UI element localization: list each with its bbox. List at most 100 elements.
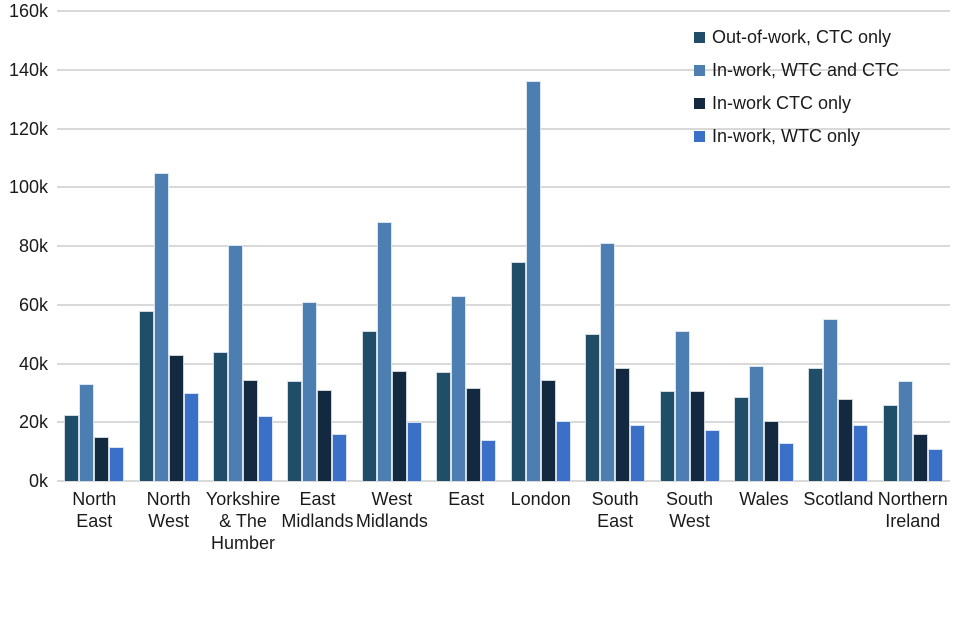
y-tick-label: 100k — [8, 177, 48, 198]
bar — [853, 425, 869, 481]
legend-label: In-work, WTC and CTC — [712, 60, 900, 80]
bar-group-wales — [727, 11, 801, 481]
legend: Out-of-work, CTC only In-work, WTC and CT… — [694, 27, 899, 159]
legend-swatch-icon — [694, 64, 705, 76]
bar-group-northern-ireland — [876, 11, 950, 481]
bar — [823, 319, 839, 481]
legend-label: In-work, WTC only — [712, 126, 861, 146]
y-tick-label: 120k — [8, 118, 48, 139]
x-tick-label: North West — [146, 489, 191, 531]
y-tick-label: 160k — [8, 1, 48, 21]
gridline-140k — [57, 68, 950, 71]
bar — [332, 434, 348, 481]
bar-group-north-east — [57, 11, 131, 481]
bar — [64, 415, 80, 481]
bar — [406, 422, 422, 481]
bar — [615, 368, 631, 481]
bar — [258, 416, 274, 481]
legend-entry: In-work, WTC only — [694, 126, 899, 146]
gridline-120k — [57, 127, 950, 130]
gridline-0k — [57, 480, 950, 482]
bar — [376, 222, 392, 481]
bar — [317, 390, 333, 481]
bar-group-east-midlands — [280, 11, 354, 481]
y-tick-label: 40k — [18, 353, 48, 374]
bar — [912, 434, 928, 481]
gridline-100k — [57, 186, 950, 189]
x-tick-label: Scotland — [803, 489, 874, 509]
bar — [109, 447, 125, 481]
legend-entry: Out-of-work, CTC only — [694, 27, 899, 47]
bar — [94, 437, 110, 481]
x-tick-label: Yorkshire & The Humber — [205, 489, 281, 553]
bar-group-yorkshire-the-humber — [206, 11, 280, 481]
gridline-160k — [57, 10, 950, 12]
bar — [153, 173, 169, 481]
bar — [213, 352, 229, 481]
x-tick-label: Northern Ireland — [877, 489, 948, 531]
gridline-60k — [57, 303, 950, 306]
bar — [451, 296, 467, 481]
x-tick-label: Wales — [739, 489, 789, 509]
bar — [79, 384, 95, 481]
legend-entry: In-work CTC only — [694, 93, 899, 113]
plot-area — [57, 10, 950, 482]
bar-group-scotland — [801, 11, 875, 481]
bar — [243, 380, 259, 481]
y-tick-label: 0k — [28, 471, 48, 491]
bar-group-north-west — [131, 11, 205, 481]
x-tick-label: West Midlands — [355, 489, 428, 531]
gridline-80k — [57, 245, 950, 247]
legend-label: In-work CTC only — [712, 93, 852, 113]
bar-group-south-east — [578, 11, 652, 481]
bar — [466, 388, 482, 481]
x-tick-label: London — [510, 489, 571, 509]
bar — [838, 399, 854, 481]
bar — [808, 368, 824, 481]
bar — [391, 371, 407, 481]
y-tick-label: 60k — [18, 294, 48, 315]
bar — [882, 405, 898, 481]
bar-group-east — [429, 11, 503, 481]
bar — [228, 245, 244, 481]
y-tick-label: 80k — [18, 236, 48, 256]
bar-group-south-west — [652, 11, 726, 481]
bar — [183, 393, 199, 481]
y-tick-label: 20k — [18, 412, 48, 433]
bar — [897, 381, 913, 481]
legend-swatch-icon — [694, 31, 705, 43]
bar — [361, 331, 377, 481]
bar — [630, 425, 646, 481]
bar — [481, 440, 497, 481]
bar — [778, 443, 794, 481]
bar — [585, 334, 601, 481]
bar — [733, 397, 749, 481]
x-tick-label: South West — [666, 489, 714, 531]
bar — [748, 366, 764, 481]
legend-entry: In-work, WTC and CTC — [694, 60, 899, 80]
bar — [302, 302, 318, 481]
x-tick-label: North East — [72, 489, 117, 531]
bar — [168, 355, 184, 481]
y-tick-label: 140k — [8, 59, 48, 80]
gridline-40k — [57, 362, 950, 365]
x-tick-label: South East — [591, 489, 639, 531]
bar-group-west-midlands — [355, 11, 429, 481]
legend-label: Out-of-work, CTC only — [712, 27, 892, 47]
bar — [138, 311, 154, 481]
x-tick-label: East — [448, 489, 485, 509]
bar-group-london — [504, 11, 578, 481]
bar — [763, 421, 779, 481]
legend-swatch-icon — [694, 97, 705, 109]
bar — [659, 391, 675, 481]
bar — [555, 421, 571, 481]
bar — [525, 81, 541, 481]
bar — [510, 262, 526, 481]
bar — [674, 331, 690, 481]
bar — [704, 430, 720, 481]
legend-swatch-icon — [694, 130, 705, 142]
bar — [689, 391, 705, 481]
bar — [287, 381, 303, 481]
bar — [436, 372, 452, 481]
